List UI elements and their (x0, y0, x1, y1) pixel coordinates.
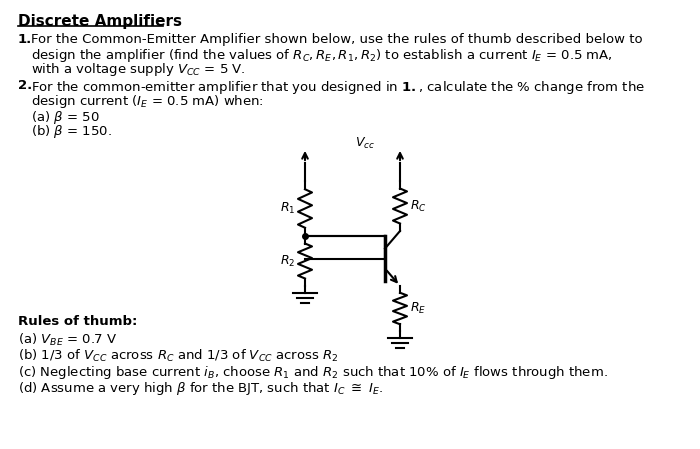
Text: (d) Assume a very high $\beta$ for the BJT, such that $I_C$ $\cong$ $I_E$.: (d) Assume a very high $\beta$ for the B… (18, 380, 384, 397)
Text: Rules of thumb:: Rules of thumb: (18, 315, 137, 328)
Text: (b) 1/3 of $V_{CC}$ across $R_C$ and 1/3 of $V_{CC}$ across $R_2$: (b) 1/3 of $V_{CC}$ across $R_C$ and 1/3… (18, 348, 339, 364)
Text: (c) Neglecting base current $i_B$, choose $R_1$ and $R_2$ such that 10% of $I_E$: (c) Neglecting base current $i_B$, choos… (18, 364, 608, 381)
Text: (b) $\beta$ = 150.: (b) $\beta$ = 150. (31, 123, 112, 140)
Text: (a) $V_{BE}$ = 0.7 V: (a) $V_{BE}$ = 0.7 V (18, 332, 117, 348)
Text: For the common-emitter amplifier that you designed in $\mathbf{1.}$, calculate t: For the common-emitter amplifier that yo… (31, 79, 645, 96)
Text: $R_2$: $R_2$ (280, 253, 295, 269)
Text: $R_1$: $R_1$ (279, 201, 295, 216)
Text: design the amplifier (find the values of $R_C, R_E, R_1, R_2$) to establish a cu: design the amplifier (find the values of… (31, 47, 612, 64)
Text: $R_C$: $R_C$ (410, 198, 427, 214)
Text: design current ($I_E$ = 0.5 mA) when:: design current ($I_E$ = 0.5 mA) when: (31, 93, 264, 110)
Text: For the Common-Emitter Amplifier shown below, use the rules of thumb described b: For the Common-Emitter Amplifier shown b… (31, 33, 643, 46)
Text: 2.: 2. (18, 79, 32, 92)
Text: $V_{cc}$: $V_{cc}$ (355, 136, 375, 151)
Text: (a) $\beta$ = 50: (a) $\beta$ = 50 (31, 109, 99, 126)
Text: with a voltage supply $V_{CC}$ = 5 V.: with a voltage supply $V_{CC}$ = 5 V. (31, 61, 246, 78)
Text: Discrete Amplifiers: Discrete Amplifiers (18, 14, 182, 29)
Text: $R_E$: $R_E$ (410, 301, 426, 316)
Text: 1.: 1. (18, 33, 32, 46)
